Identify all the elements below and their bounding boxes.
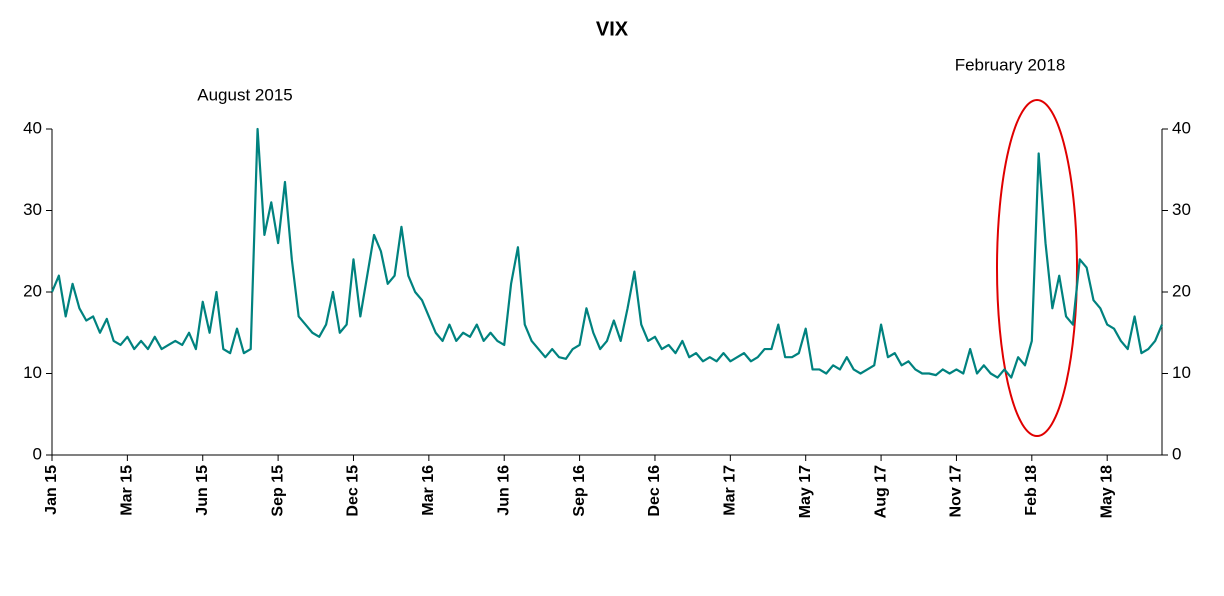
x-tick-label: Sep 16: [571, 465, 588, 517]
y-tick-label: 40: [23, 118, 42, 137]
annotation: August 2015: [197, 85, 292, 104]
x-tick-label: Jan 15: [43, 465, 60, 515]
line-series: [50, 127, 1164, 379]
x-tick-label: Feb 18: [1023, 465, 1040, 516]
x-tick-label: Mar 17: [722, 465, 739, 516]
y2-tick-label: 0: [1172, 444, 1181, 463]
x-tick-label: Nov 17: [948, 465, 965, 518]
chart-title: VIX: [596, 18, 629, 40]
x-tick-label: Jun 16: [495, 465, 512, 516]
x-tick-label: Mar 15: [119, 465, 136, 516]
x-tick-label: Dec 16: [646, 465, 663, 517]
y-tick-label: 10: [23, 363, 42, 382]
y-tick-label: 20: [23, 281, 42, 300]
y2-tick-label: 40: [1172, 118, 1191, 137]
highlight-ellipse: [996, 99, 1078, 437]
y-tick-label: 0: [33, 444, 42, 463]
x-tick-label: Aug 17: [872, 465, 889, 518]
x-tick-label: Dec 15: [345, 465, 362, 517]
y2-tick-label: 30: [1172, 200, 1191, 219]
x-tick-label: Jun 15: [194, 465, 211, 516]
x-tick-label: May 18: [1098, 465, 1115, 518]
y2-tick-label: 10: [1172, 363, 1191, 382]
y-tick-label: 30: [23, 200, 42, 219]
y2-tick-label: 20: [1172, 281, 1191, 300]
x-tick-label: May 17: [797, 465, 814, 518]
annotation: February 2018: [955, 55, 1066, 74]
x-tick-label: Mar 16: [420, 465, 437, 516]
x-tick-label: Sep 15: [269, 465, 286, 517]
